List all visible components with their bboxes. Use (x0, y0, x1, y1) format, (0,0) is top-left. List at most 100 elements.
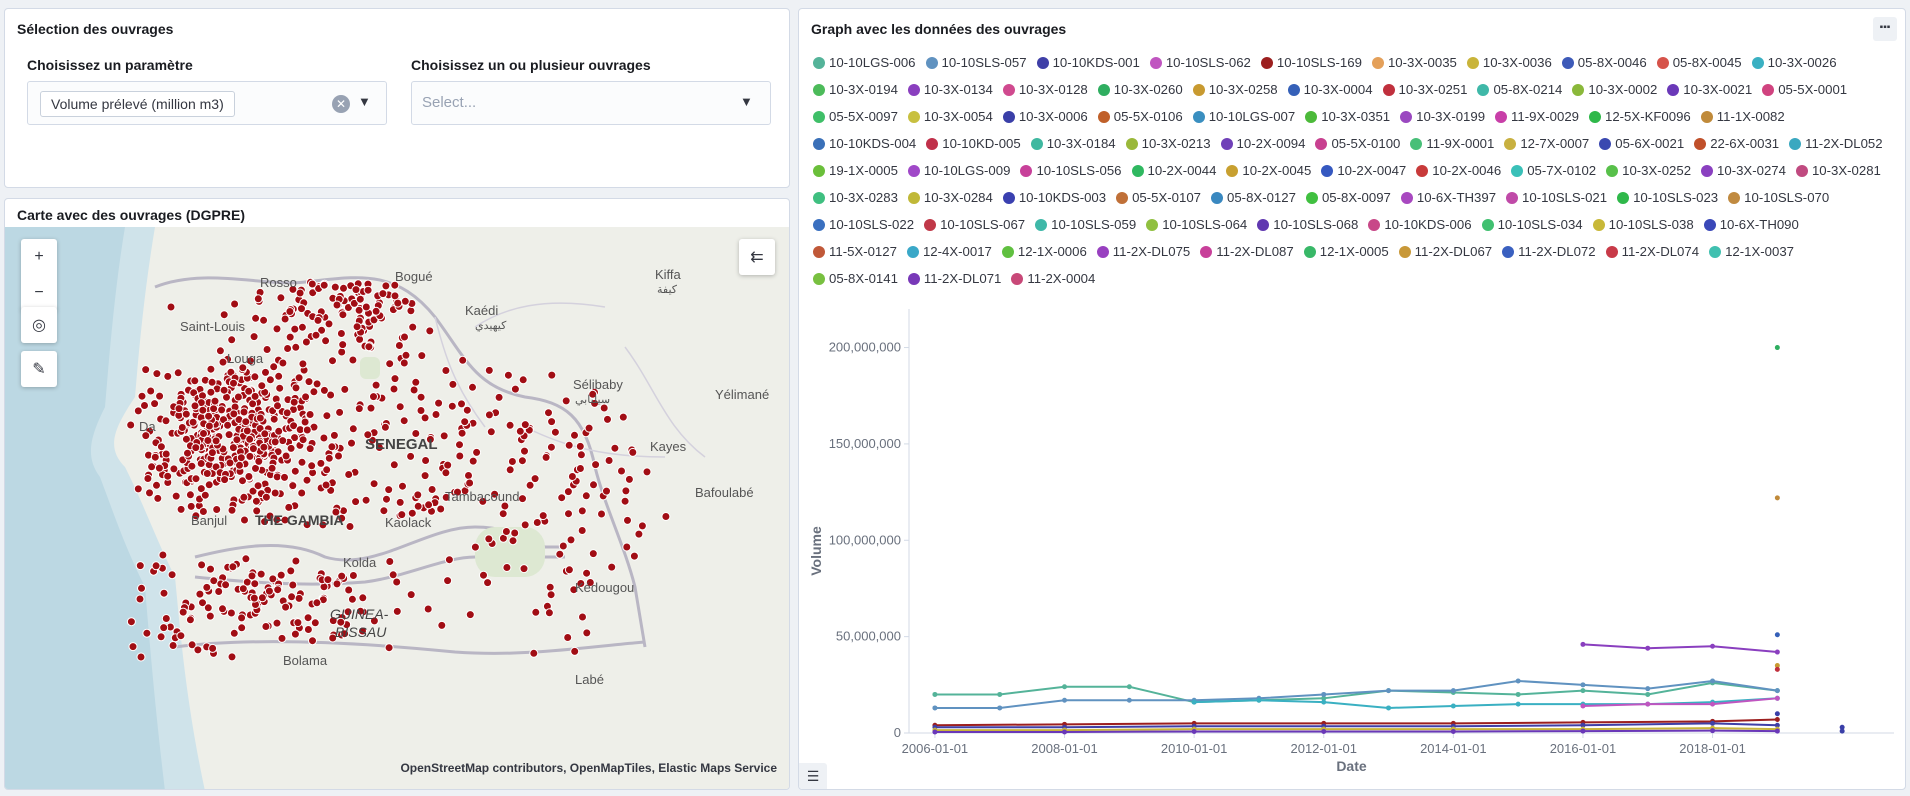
ouvrage-marker[interactable] (585, 578, 595, 587)
ouvrage-marker[interactable] (312, 379, 322, 389)
ouvrage-marker[interactable] (399, 416, 409, 426)
ouvrage-marker[interactable] (303, 613, 313, 623)
ouvrage-marker[interactable] (252, 506, 262, 516)
ouvrage-marker[interactable] (225, 458, 235, 468)
ouvrage-marker[interactable] (347, 438, 356, 448)
ouvrage-marker[interactable] (297, 488, 307, 498)
ouvrage-marker[interactable] (323, 575, 333, 585)
legend-item[interactable]: 10-10SLS-022 (813, 211, 914, 238)
ouvrage-marker[interactable] (620, 496, 630, 506)
ouvrage-marker[interactable] (623, 515, 632, 525)
ouvrage-marker[interactable] (284, 502, 294, 512)
ouvrage-marker[interactable] (198, 598, 207, 608)
legend-item[interactable]: 10-10SLS-021 (1506, 184, 1607, 211)
legend-item[interactable]: 05-7X-0102 (1511, 157, 1596, 184)
ouvrage-marker[interactable] (637, 521, 647, 531)
ouvrage-marker[interactable] (332, 300, 342, 310)
ouvrage-marker[interactable] (388, 570, 398, 580)
ouvrage-marker[interactable] (661, 512, 671, 521)
ouvrage-marker[interactable] (253, 294, 263, 304)
ouvrage-marker[interactable] (361, 302, 371, 312)
ouvrage-marker[interactable] (226, 608, 236, 618)
ouvrage-marker[interactable] (242, 426, 252, 436)
ouvrage-marker[interactable] (198, 405, 208, 415)
ouvrage-marker[interactable] (236, 453, 246, 463)
ouvrage-marker[interactable] (567, 472, 577, 481)
ouvrage-marker[interactable] (290, 466, 300, 476)
ouvrage-marker[interactable] (245, 434, 255, 444)
ouvrage-marker[interactable] (455, 440, 464, 450)
ouvrage-marker[interactable] (400, 296, 410, 306)
ouvrage-marker[interactable] (457, 399, 466, 409)
ouvrage-marker[interactable] (409, 385, 419, 395)
ouvrage-marker[interactable] (381, 281, 391, 291)
ouvrage-marker[interactable] (603, 414, 612, 424)
legend-item[interactable]: 22-6X-0031 (1694, 130, 1779, 157)
ouvrage-marker[interactable] (610, 443, 620, 453)
ouvrage-marker[interactable] (329, 430, 339, 440)
legend-item[interactable]: 10-3X-0006 (1002, 103, 1088, 130)
legend-item[interactable]: 10-3X-0194 (813, 76, 898, 103)
legend-item[interactable]: 11-9X-0001 (1410, 130, 1494, 157)
legend-item[interactable]: 19-1X-0005 (813, 157, 898, 184)
legend-item[interactable]: 05-8X-0045 (1656, 49, 1742, 76)
ouvrage-marker[interactable] (448, 379, 458, 389)
ouvrage-marker[interactable] (288, 284, 298, 294)
ouvrage-marker[interactable] (431, 410, 441, 419)
ouvrage-marker[interactable] (221, 580, 231, 590)
legend-item[interactable]: 10-3X-0351 (1305, 103, 1390, 130)
ouvrage-marker[interactable] (257, 593, 267, 603)
ouvrage-marker[interactable] (327, 442, 337, 452)
ouvrage-marker[interactable] (237, 623, 247, 633)
legend-item[interactable]: 12-5X-KF0096 (1589, 103, 1691, 130)
legend-item[interactable]: 10-10LGS-009 (907, 157, 1010, 184)
ouvrage-marker[interactable] (246, 356, 255, 366)
ouvrage-marker[interactable] (153, 493, 163, 503)
ouvrage-marker[interactable] (206, 564, 215, 574)
ouvrage-marker[interactable] (407, 508, 417, 518)
ouvrage-marker[interactable] (581, 491, 591, 501)
ouvrage-marker[interactable] (355, 334, 365, 344)
ouvrage-marker[interactable] (555, 549, 565, 559)
legend-item[interactable]: 10-3X-0284 (907, 184, 993, 211)
ouvrage-marker[interactable] (484, 410, 494, 420)
ouvrage-marker[interactable] (558, 541, 568, 551)
ouvrage-marker[interactable] (483, 578, 493, 588)
ouvrage-marker[interactable] (398, 481, 407, 491)
ouvrage-marker[interactable] (343, 607, 353, 617)
ouvrage-marker[interactable] (163, 471, 173, 481)
ouvrage-marker[interactable] (251, 313, 261, 323)
collapse-icon[interactable]: ⇇ (750, 249, 764, 266)
legend-item[interactable]: 10-10KDS-006 (1368, 211, 1472, 238)
ouvrage-marker[interactable] (340, 384, 350, 394)
legend-item[interactable]: 10-2X-0045 (1226, 157, 1311, 184)
ouvrages-combobox[interactable]: Select... ▼ (411, 81, 771, 125)
ouvrage-marker[interactable] (358, 626, 367, 636)
ouvrage-marker[interactable] (133, 406, 143, 416)
ouvrage-marker[interactable] (239, 492, 249, 502)
ouvrage-marker[interactable] (285, 307, 295, 316)
ouvrage-marker[interactable] (317, 325, 327, 335)
ouvrage-marker[interactable] (137, 391, 147, 401)
ouvrage-marker[interactable] (154, 463, 164, 473)
ouvrage-marker[interactable] (291, 342, 301, 352)
ouvrage-marker[interactable] (301, 392, 311, 402)
ouvrage-marker[interactable] (591, 460, 601, 470)
ouvrage-marker[interactable] (285, 332, 295, 342)
ouvrage-marker[interactable] (211, 436, 221, 446)
ouvrage-marker[interactable] (584, 423, 594, 433)
ouvrage-marker[interactable] (322, 465, 332, 475)
ouvrage-marker[interactable] (147, 462, 157, 472)
ouvrage-marker[interactable] (518, 375, 528, 385)
ouvrage-marker[interactable] (259, 315, 269, 325)
ouvrage-marker[interactable] (185, 490, 195, 500)
legend-item[interactable]: 10-2X-0094 (1220, 130, 1305, 157)
ouvrage-marker[interactable] (276, 570, 286, 580)
ouvrage-marker[interactable] (251, 496, 261, 506)
ouvrage-marker[interactable] (455, 451, 465, 461)
ouvrage-marker[interactable] (575, 464, 585, 473)
ouvrage-marker[interactable] (210, 396, 220, 406)
ouvrage-marker[interactable] (397, 510, 407, 520)
ouvrage-marker[interactable] (308, 636, 317, 646)
ouvrage-marker[interactable] (322, 411, 332, 421)
